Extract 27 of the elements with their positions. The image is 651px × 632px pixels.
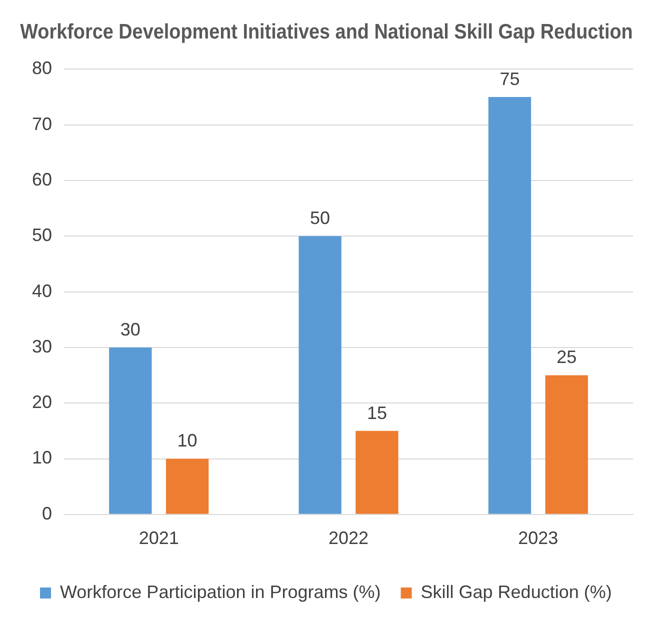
data-label: 10 (177, 430, 198, 451)
chart-title: Workforce Development Initiatives and National Skill Gap Reduction (20, 20, 633, 44)
bar (166, 458, 209, 514)
x-tick-label: 2023 (518, 528, 558, 548)
bar (298, 236, 342, 514)
data-label: 50 (310, 208, 330, 228)
data-label: 15 (366, 402, 387, 423)
y-tick-label: 50 (32, 225, 52, 246)
x-tick-label: 2022 (328, 528, 369, 548)
y-tick-label: 30 (32, 336, 52, 356)
y-tick-label: 0 (42, 503, 52, 524)
y-tick-label: 80 (32, 58, 52, 78)
data-label: 25 (556, 347, 577, 368)
y-tick-label: 70 (32, 114, 52, 134)
bar (356, 430, 398, 514)
legend-label: Workforce Participation in Programs (%) (60, 582, 381, 602)
data-label: 30 (120, 319, 140, 340)
data-label: 75 (500, 68, 520, 89)
bar (488, 97, 532, 514)
x-tick-label: 2021 (138, 528, 179, 548)
y-tick-label: 10 (32, 448, 52, 468)
y-tick-label: 20 (32, 392, 52, 412)
bar (109, 347, 152, 514)
y-tick-label: 60 (32, 169, 52, 190)
legend-label: Skill Gap Reduction (%) (420, 582, 612, 602)
y-tick-label: 40 (32, 280, 52, 301)
bar (545, 375, 588, 514)
